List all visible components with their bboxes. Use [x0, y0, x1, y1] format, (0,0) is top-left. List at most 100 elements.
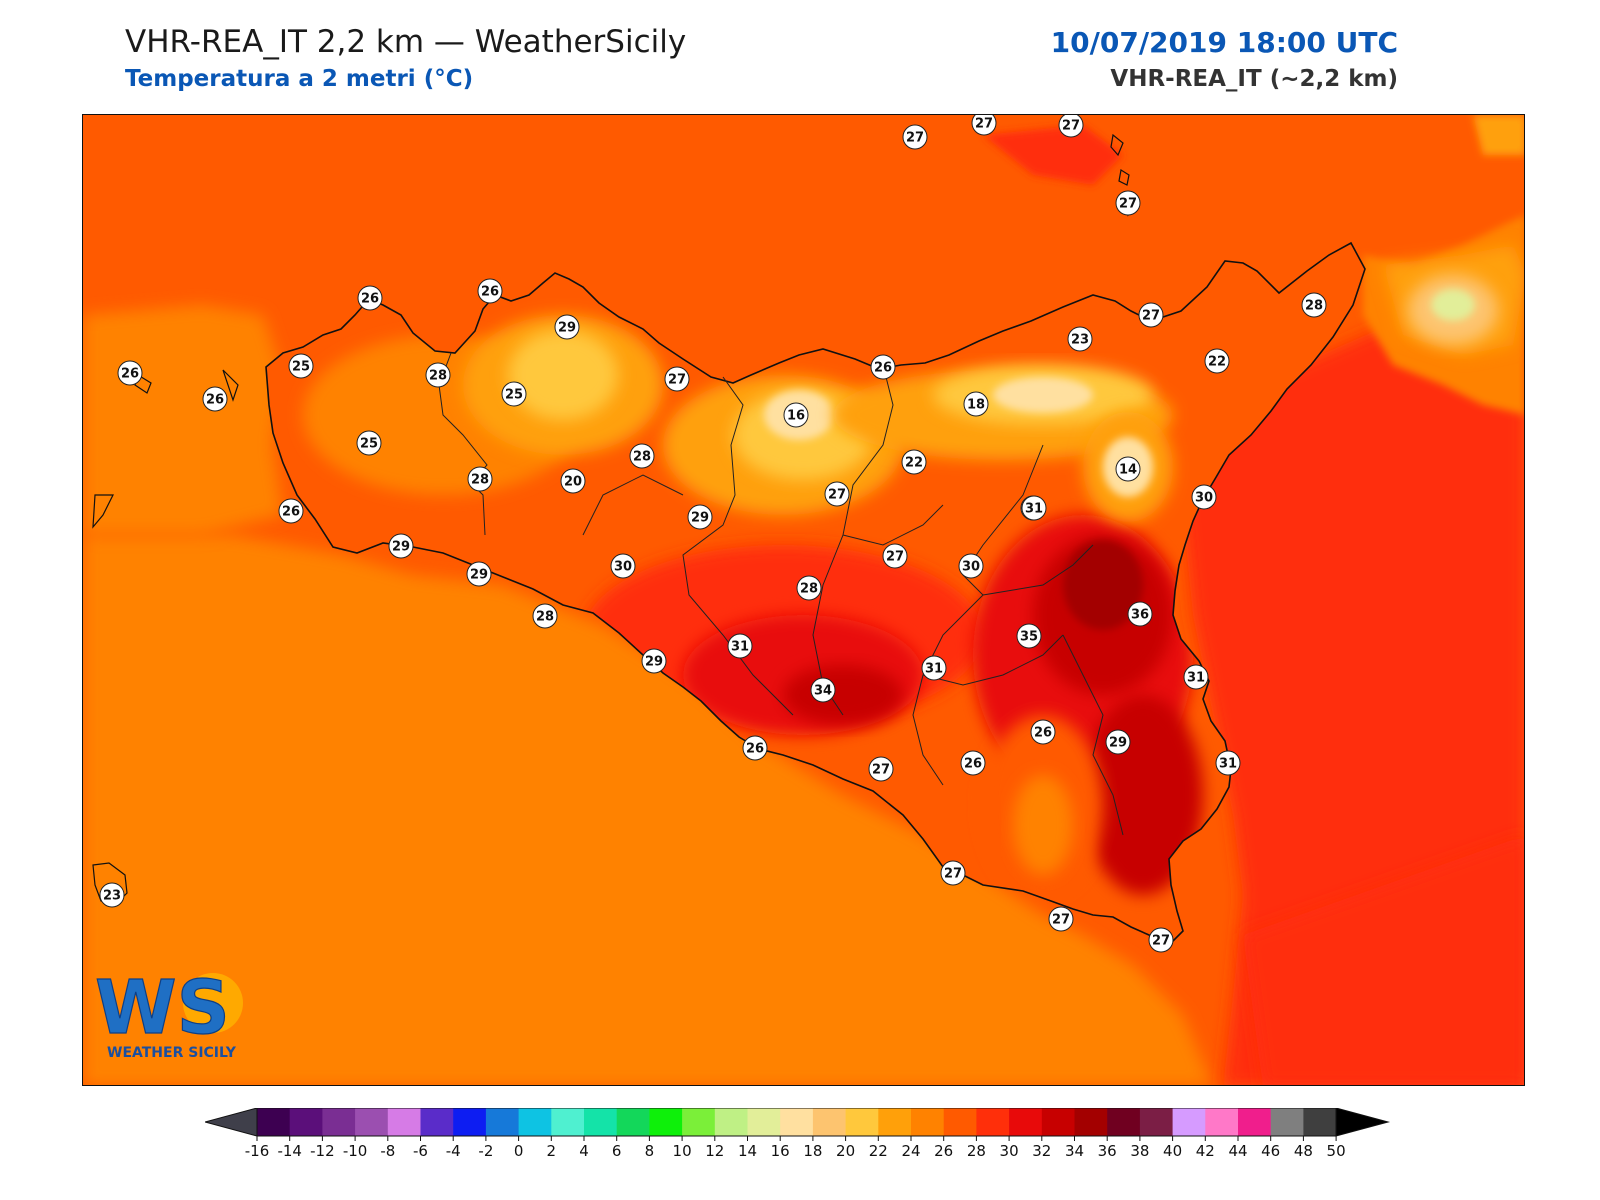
station-marker: 28: [532, 603, 558, 629]
colorbar-segment: [845, 1108, 879, 1136]
station-circle: [610, 553, 636, 579]
station-marker: 27: [882, 543, 908, 569]
station-circle: [727, 633, 753, 659]
colorbar-tick-label: 14: [738, 1142, 757, 1160]
station-marker: 26: [117, 360, 143, 386]
station-circle: [1301, 292, 1327, 318]
station-marker: 20: [560, 468, 586, 494]
station-marker: 26: [202, 386, 228, 412]
station-value: 27: [1142, 309, 1160, 324]
station-circle: [1138, 302, 1164, 328]
station-circle: [882, 543, 908, 569]
colorbar-segment: [747, 1108, 781, 1136]
station-circle: [425, 362, 451, 388]
station-circle: [687, 504, 713, 530]
station-marker: 27: [1138, 302, 1164, 328]
colorbar-segment: [453, 1108, 487, 1136]
station-circle: [278, 498, 304, 524]
station-value: 31: [925, 662, 943, 677]
station-marker: 30: [958, 553, 984, 579]
station-value: 26: [746, 742, 764, 757]
station-value: 29: [691, 511, 709, 526]
station-value: 26: [1034, 726, 1052, 741]
station-circle: [467, 466, 493, 492]
colorbar-segment: [1074, 1108, 1108, 1136]
colorbar-tick-label: 34: [1065, 1142, 1084, 1160]
station-circle: [1021, 495, 1047, 521]
colorbar-tick-label: 36: [1098, 1142, 1117, 1160]
colorbar-segment: [649, 1108, 683, 1136]
station-circle: [560, 468, 586, 494]
station-circle: [1048, 906, 1074, 932]
station-value: 26: [964, 757, 982, 772]
colorbar-segment: [1303, 1108, 1337, 1136]
station-value: 22: [1208, 355, 1226, 370]
station-circle: [1183, 664, 1209, 690]
station-marker: 27: [664, 366, 690, 392]
colorbar-tick-label: 2: [547, 1142, 557, 1160]
station-marker: 31: [1021, 495, 1047, 521]
station-circle: [664, 366, 690, 392]
station-marker: 16: [783, 402, 809, 428]
colorbar-tick-label: -16: [245, 1142, 270, 1160]
station-marker: 29: [388, 533, 414, 559]
colorbar-segment: [485, 1108, 520, 1136]
station-value: 27: [886, 550, 904, 565]
colorbar-tick-label: -4: [446, 1142, 461, 1160]
station-marker: 23: [1067, 326, 1093, 352]
station-marker: 27: [940, 860, 966, 886]
logo-sun-icon: [183, 973, 243, 1033]
colorbar-tick-label: 42: [1196, 1142, 1215, 1160]
station-value: 22: [905, 456, 923, 471]
station-circle: [901, 449, 927, 475]
colorbar-segment: [780, 1108, 814, 1136]
colorbar-segment: [1238, 1108, 1272, 1136]
station-circle: [477, 278, 503, 304]
station-marker: 27: [868, 756, 894, 782]
station-circle: [810, 677, 836, 703]
station-circle: [963, 391, 989, 417]
colorbar-tick-label: 16: [771, 1142, 790, 1160]
station-value: 18: [967, 398, 985, 413]
station-value: 20: [564, 475, 582, 490]
station-value: 29: [558, 321, 576, 336]
station-value: 30: [962, 560, 980, 575]
colorbar-tick-label: 22: [869, 1142, 888, 1160]
station-value: 27: [944, 867, 962, 882]
station-marker: 34: [810, 677, 836, 703]
colorbar-segment: [355, 1108, 389, 1136]
colorbar-frame: [256, 1107, 1337, 1137]
station-value: 28: [1305, 299, 1323, 314]
temperature-map[interactable]: 27 27 27 27 26 26 29 26 25 28 25 27 16 26 23 27 28 22 18 26…: [82, 114, 1525, 1086]
map-datetime: 10/07/2019 18:00 UTC: [1050, 26, 1398, 59]
map-title: VHR-REA_IT 2,2 km — WeatherSicily: [125, 24, 687, 60]
logo-text: WEATHER SICILY: [107, 1045, 237, 1061]
colorbar-segment: [584, 1108, 618, 1136]
southeast-sea: [1243, 835, 1524, 1085]
calabria-peak: [1431, 289, 1475, 321]
colorbar-tick-label: -2: [478, 1142, 493, 1160]
station-circle: [1030, 719, 1056, 745]
station-marker: 31: [1215, 750, 1241, 776]
station-value: 27: [872, 763, 890, 778]
station-circle: [356, 430, 382, 456]
station-circle: [868, 756, 894, 782]
colorbar-tick-label: 0: [514, 1142, 524, 1160]
calabria-north: [1473, 115, 1524, 155]
station-circle: [958, 553, 984, 579]
colorbar-segment: [812, 1108, 847, 1136]
colorbar-tick-label: 40: [1163, 1142, 1182, 1160]
station-value: 31: [1219, 757, 1237, 772]
station-circle: [1215, 750, 1241, 776]
station-marker: 28: [467, 466, 493, 492]
model-label: VHR-REA_IT (~2,2 km): [1110, 66, 1398, 92]
station-marker: 22: [1204, 348, 1230, 374]
tyrrhenian-patch: [983, 125, 1123, 185]
station-marker: 25: [501, 381, 527, 407]
station-value: 30: [1195, 491, 1213, 506]
station-circle: [117, 360, 143, 386]
station-value: 26: [206, 393, 224, 408]
colorbar-tick-label: 20: [836, 1142, 855, 1160]
station-circle: [554, 314, 580, 340]
station-circle: [99, 882, 125, 908]
